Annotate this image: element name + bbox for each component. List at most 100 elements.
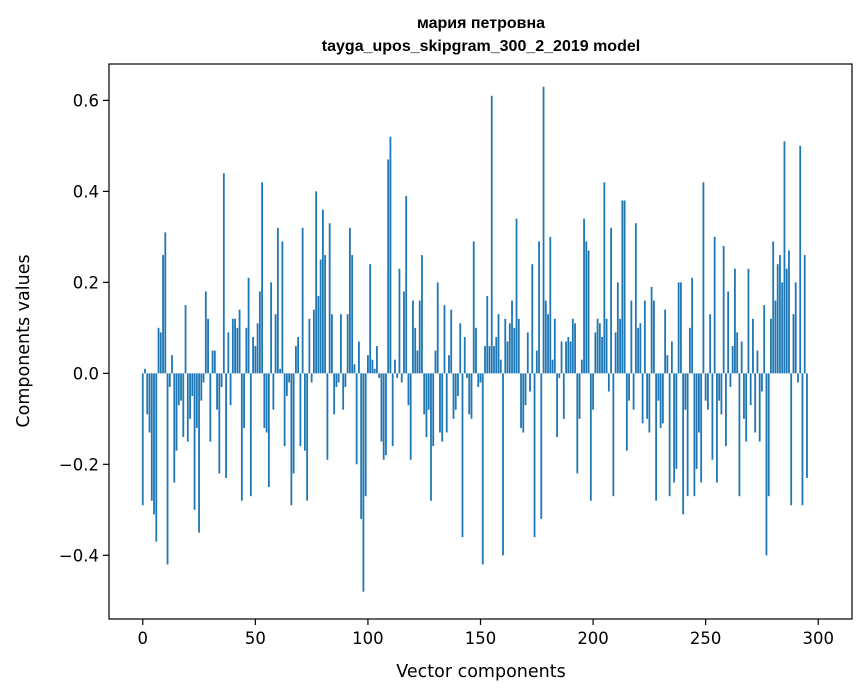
bar — [718, 373, 721, 401]
bar — [603, 182, 606, 374]
bar — [380, 373, 383, 442]
x-axis-label: Vector components — [396, 662, 565, 682]
bar — [666, 355, 669, 374]
bar — [790, 373, 793, 506]
bar — [385, 373, 387, 456]
bar — [258, 291, 261, 374]
bar — [333, 373, 336, 415]
bar — [646, 373, 649, 419]
bar — [529, 373, 531, 392]
bar — [238, 309, 241, 374]
bar — [806, 373, 808, 478]
bar — [427, 373, 430, 410]
bar — [643, 300, 646, 374]
bar — [700, 373, 703, 483]
bar — [461, 373, 464, 538]
bar — [488, 346, 491, 374]
bar — [513, 327, 516, 374]
bar — [202, 373, 205, 383]
bar — [634, 223, 637, 374]
bar — [301, 227, 304, 374]
bar — [396, 373, 399, 378]
bar — [247, 277, 250, 374]
bar — [578, 373, 581, 419]
bar — [761, 373, 763, 392]
bar — [522, 373, 525, 433]
bar — [265, 373, 268, 433]
bar — [227, 332, 230, 374]
bar — [371, 359, 374, 374]
bar — [315, 191, 318, 374]
bar — [448, 355, 450, 374]
bar — [184, 305, 187, 374]
bar — [328, 223, 331, 374]
bar — [189, 373, 191, 419]
bar — [553, 318, 556, 374]
bar — [312, 309, 315, 374]
bar — [747, 268, 750, 374]
bar — [556, 373, 558, 438]
bar — [524, 373, 527, 406]
bar — [511, 300, 513, 374]
bar — [376, 346, 378, 374]
bar — [177, 373, 180, 406]
bar — [567, 336, 570, 374]
bar — [621, 200, 624, 374]
x-axis: 0 50 100 150 200 250 300 — [138, 619, 834, 648]
bar — [153, 373, 155, 515]
bar — [781, 282, 784, 374]
bar — [209, 373, 212, 442]
bar — [412, 300, 414, 374]
bar — [711, 373, 714, 460]
y-axis: −0.4 −0.2 0.0 0.2 0.4 0.6 — [59, 91, 109, 565]
bar — [695, 373, 698, 469]
bar — [569, 341, 572, 374]
bar — [445, 373, 448, 433]
bar — [749, 373, 752, 406]
bar — [580, 359, 583, 374]
bar — [722, 245, 725, 374]
bar — [351, 255, 354, 374]
bar — [709, 314, 712, 374]
bar — [589, 373, 592, 501]
bar — [457, 373, 459, 397]
bar — [752, 318, 754, 374]
bar — [394, 359, 396, 374]
bar — [493, 346, 495, 374]
x-tick-label: 0 — [138, 629, 149, 648]
bar — [292, 373, 295, 474]
bar — [538, 241, 540, 374]
bar — [213, 350, 216, 374]
bar — [803, 255, 806, 374]
bar — [337, 373, 340, 383]
plot-frame — [108, 63, 853, 620]
bar — [360, 373, 363, 519]
bar — [585, 241, 588, 374]
bar — [414, 327, 417, 374]
bar — [249, 373, 252, 497]
bar — [682, 373, 685, 515]
bar — [463, 336, 466, 374]
bar — [783, 141, 786, 374]
bar — [229, 373, 232, 406]
bar — [736, 332, 739, 374]
bar — [729, 373, 732, 387]
bar — [155, 373, 158, 542]
bar — [441, 373, 444, 442]
bar — [180, 373, 182, 401]
bar — [175, 373, 178, 451]
bar — [526, 332, 529, 374]
bar — [436, 282, 439, 374]
bar — [475, 327, 477, 374]
bar — [785, 268, 788, 374]
bar — [222, 173, 225, 374]
bar — [225, 373, 227, 478]
bar — [772, 241, 775, 374]
bar — [148, 373, 151, 433]
bar — [443, 305, 446, 374]
bar — [641, 373, 644, 424]
bar-series — [141, 86, 808, 592]
bar — [358, 341, 360, 374]
bar — [661, 373, 664, 424]
bar — [576, 373, 579, 474]
